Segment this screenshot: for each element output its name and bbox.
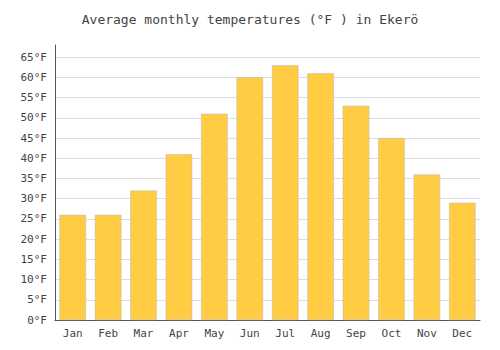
svg-text:Jun: Jun: [240, 327, 260, 340]
svg-text:55°F: 55°F: [21, 91, 48, 104]
svg-text:25°F: 25°F: [21, 212, 48, 225]
svg-text:40°F: 40°F: [21, 152, 48, 165]
svg-text:Average monthly temperatures (: Average monthly temperatures (°F ) in Ek…: [82, 12, 419, 27]
svg-text:65°F: 65°F: [21, 51, 48, 64]
svg-text:Mar: Mar: [134, 327, 154, 340]
svg-text:10°F: 10°F: [21, 273, 48, 286]
svg-text:30°F: 30°F: [21, 192, 48, 205]
svg-text:20°F: 20°F: [21, 233, 48, 246]
svg-text:0°F: 0°F: [27, 314, 47, 327]
svg-text:35°F: 35°F: [21, 172, 48, 185]
svg-text:45°F: 45°F: [21, 132, 48, 145]
svg-text:Jul: Jul: [275, 327, 295, 340]
svg-text:15°F: 15°F: [21, 253, 48, 266]
svg-text:May: May: [204, 327, 224, 340]
svg-text:Sep: Sep: [346, 327, 366, 340]
svg-text:Nov: Nov: [417, 327, 437, 340]
svg-text:60°F: 60°F: [21, 71, 48, 84]
svg-text:Aug: Aug: [311, 327, 331, 340]
svg-text:Jan: Jan: [63, 327, 83, 340]
svg-text:Dec: Dec: [452, 327, 472, 340]
svg-text:Feb: Feb: [98, 327, 118, 340]
svg-text:Apr: Apr: [169, 327, 189, 340]
svg-text:5°F: 5°F: [27, 293, 47, 306]
svg-text:Oct: Oct: [382, 327, 402, 340]
svg-text:50°F: 50°F: [21, 111, 48, 124]
